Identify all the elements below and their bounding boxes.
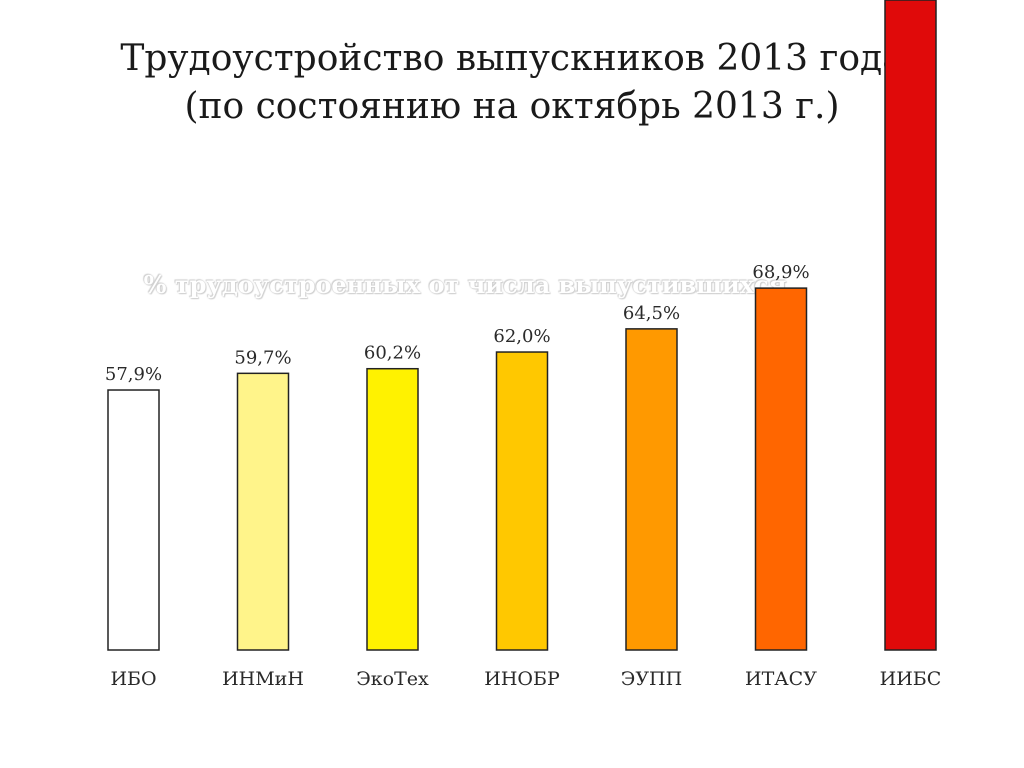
category-label-7: ИИБС (880, 668, 942, 690)
bar-4 (495, 351, 549, 651)
page-title-line-1: Трудоустройство выпускников 2013 года (120, 38, 904, 79)
bar-1 (107, 389, 160, 651)
category-label-1: ИБО (110, 668, 156, 690)
category-label-4: ИНОБР (484, 668, 560, 690)
bar-2 (236, 372, 290, 651)
value-label-6: 68,9% (752, 262, 809, 283)
category-label-3: ЭкоТех (356, 668, 429, 690)
bar-3 (366, 367, 419, 651)
bar-6 (754, 287, 808, 651)
category-label-6: ИТАСУ (745, 668, 817, 690)
bar-5 (625, 328, 678, 651)
category-label-2: ИНМиН (222, 668, 304, 690)
value-label-1: 57,9% (105, 364, 162, 385)
category-label-5: ЭУПП (621, 668, 682, 690)
page-title-line-2: (по состоянию на октябрь 2013 г.) (184, 86, 840, 127)
value-label-2: 59,7% (234, 347, 291, 368)
value-label-5: 64,5% (623, 303, 680, 324)
bar-7 (884, 0, 937, 651)
value-label-3: 60,2% (364, 343, 421, 364)
chart-title: % трудоустроенных от числа выпустившихся (143, 270, 787, 299)
value-label-4: 62,0% (493, 326, 550, 347)
